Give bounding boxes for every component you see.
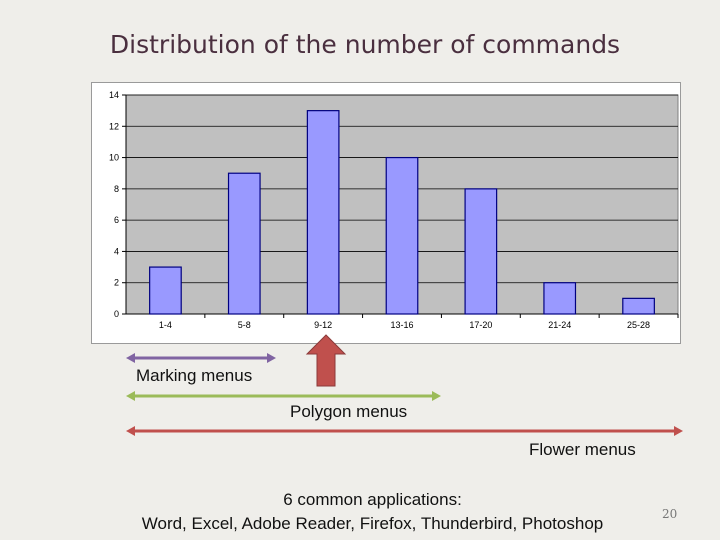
bar (385, 156, 419, 315)
applications-heading: 6 common applications: (283, 490, 462, 509)
x-tick-label: 13-16 (390, 320, 413, 330)
bar (543, 282, 577, 315)
bar (622, 297, 655, 315)
polygon-range-arrow (126, 391, 441, 401)
x-tick-label: 25-28 (627, 320, 650, 330)
polygon-menus-label: Polygon menus (290, 402, 408, 421)
y-tick-label: 12 (109, 121, 119, 131)
y-tick-label: 0 (114, 309, 119, 319)
y-tick-label: 2 (114, 278, 119, 288)
x-tick-label: 9-12 (314, 320, 332, 330)
bar (227, 172, 261, 315)
x-tick-label: 1-4 (159, 320, 172, 330)
x-tick-label: 5-8 (238, 320, 251, 330)
y-tick-label: 4 (114, 246, 119, 256)
bar-chart: 0 2 4 6 8 10 12 14 1-4 5-8 9-12 13-16 17-20 21-24 25-2… (109, 90, 679, 330)
applications-list: Word, Excel, Adobe Reader, Firefox, Thun… (141, 514, 604, 533)
x-tick-label: 21-24 (548, 320, 571, 330)
y-tick-label: 6 (114, 215, 119, 225)
page-number: 20 (662, 507, 678, 521)
marking-menus-label: Marking menus (136, 366, 253, 385)
flower-range-arrow (126, 426, 683, 436)
y-tick-label: 14 (109, 90, 119, 100)
x-tick-label: 17-20 (469, 320, 492, 330)
bar (149, 266, 182, 315)
y-tick-label: 8 (114, 184, 119, 194)
flower-menus-label: Flower menus (529, 440, 636, 459)
bar (464, 188, 498, 315)
marking-range-arrow (126, 353, 276, 363)
slide-title: Distribution of the number of commands (109, 30, 621, 59)
y-tick-label: 10 (109, 153, 119, 163)
bar (306, 110, 340, 315)
